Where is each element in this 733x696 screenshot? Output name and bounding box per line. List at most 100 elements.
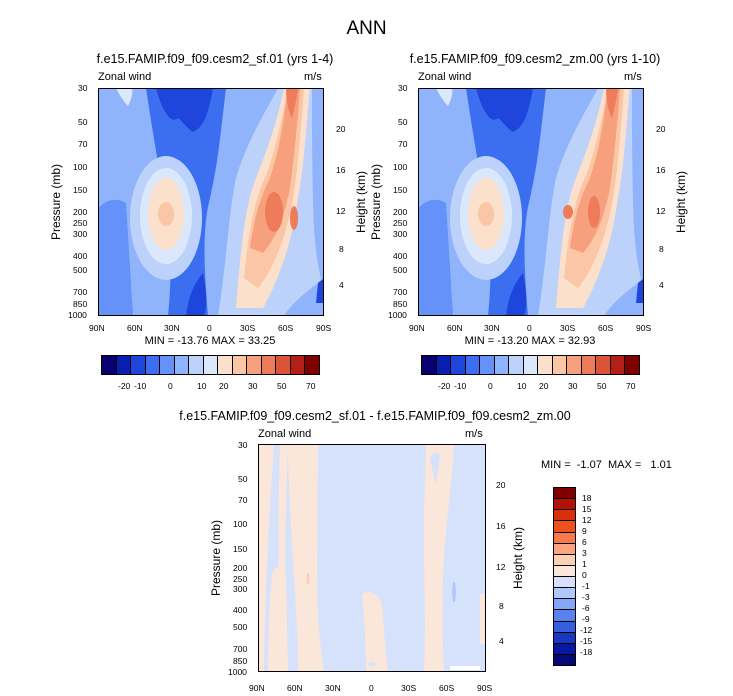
colorbar	[101, 355, 320, 375]
panel-title: f.e15.FAMIP.f09_f09.cesm2_sf.01 (yrs 1-4…	[96, 52, 334, 66]
colorbar-cell	[508, 355, 524, 375]
x-tick: 0	[369, 683, 374, 693]
colorbar-cell	[202, 355, 219, 375]
contour-field	[418, 88, 644, 316]
colorbar-label: -3	[582, 592, 590, 602]
colorbar-label: 0	[582, 570, 587, 580]
y2-tick: 16	[496, 521, 506, 531]
x-tick: 30N	[164, 323, 180, 333]
min-max-stats: MIN = -1.07 MAX = 1.01	[541, 459, 672, 471]
colorbar-cell	[421, 355, 437, 375]
colorbar-cell	[289, 355, 306, 375]
y-tick: 700	[73, 287, 88, 297]
colorbar-label: -20	[438, 381, 451, 391]
colorbar-label: -20	[118, 381, 131, 391]
colorbar-label: 30	[248, 381, 258, 391]
y2-tick: 12	[496, 562, 506, 572]
colorbar-label: 0	[488, 381, 493, 391]
x-tick: 0	[207, 323, 212, 333]
colorbar-cell	[275, 355, 291, 375]
y2-tick: 16	[336, 165, 346, 175]
colorbar-cell	[260, 355, 277, 375]
colorbar-label: 15	[582, 504, 592, 514]
figure-title: ANN	[346, 18, 387, 39]
y-tick: 100	[233, 519, 248, 529]
y-axis-label: Pressure (mb)	[369, 163, 383, 241]
colorbar-label: 0	[168, 381, 173, 391]
colorbar	[421, 355, 640, 375]
colorbar-cell	[304, 355, 320, 375]
colorbar-label: -12	[580, 625, 593, 635]
plot-frame	[418, 88, 644, 316]
colorbar-cell	[450, 355, 466, 375]
colorbar-label: -10	[134, 381, 147, 391]
colorbar-label: 30	[568, 381, 578, 391]
y-tick: 200	[393, 207, 408, 217]
y-tick: 300	[73, 229, 88, 239]
colorbar-label: -10	[454, 381, 467, 391]
colorbar-label: 18	[582, 493, 592, 503]
y2-axis-label: Height (km)	[674, 170, 688, 234]
colorbar-cell	[609, 355, 626, 375]
colorbar-label: 6	[582, 537, 587, 547]
y-tick: 150	[393, 185, 408, 195]
y-tick: 50	[78, 117, 88, 127]
y-tick: 30	[78, 83, 88, 93]
y-tick: 850	[393, 299, 408, 309]
colorbar-cell	[566, 355, 582, 375]
colorbar-cell	[173, 355, 190, 375]
y-tick: 150	[73, 185, 88, 195]
y-tick: 50	[398, 117, 408, 127]
y-tick: 30	[398, 83, 408, 93]
y-tick: 1000	[388, 310, 407, 320]
colorbar-cell	[464, 355, 481, 375]
x-tick: 30N	[325, 683, 341, 693]
x-tick: 90S	[636, 323, 652, 333]
y-tick: 250	[393, 218, 408, 228]
colorbar	[553, 487, 576, 666]
y2-axis-label: Height (km)	[511, 526, 525, 590]
colorbar-cell	[115, 355, 132, 375]
y-tick: 100	[73, 162, 88, 172]
y-tick: 70	[78, 139, 88, 149]
y-tick: 400	[393, 251, 408, 261]
y2-tick: 4	[659, 280, 664, 290]
y-tick: 300	[233, 584, 248, 594]
y-tick: 200	[233, 563, 248, 573]
y-tick: 70	[398, 139, 408, 149]
y-tick: 500	[233, 622, 248, 632]
colorbar-cell	[522, 355, 539, 375]
colorbar-cell	[479, 355, 495, 375]
colorbar-cell	[231, 355, 248, 375]
x-tick: 90N	[89, 323, 105, 333]
contour-plot	[418, 88, 644, 316]
y-tick: 400	[233, 605, 248, 615]
panel-title: f.e15.FAMIP.f09_f09.cesm2_sf.01 - f.e15.…	[179, 409, 571, 423]
colorbar-cell	[101, 355, 117, 375]
y-axis-label: Pressure (mb)	[209, 519, 223, 597]
x-tick: 30S	[560, 323, 576, 333]
x-tick: 60N	[287, 683, 303, 693]
colorbar-cell	[553, 653, 576, 666]
y-tick: 300	[393, 229, 408, 239]
colorbar-cell	[130, 355, 146, 375]
x-tick: 60S	[598, 323, 614, 333]
plot-frame	[98, 88, 324, 316]
colorbar-cell	[188, 355, 204, 375]
panel-title: f.e15.FAMIP.f09_f09.cesm2_zm.00 (yrs 1-1…	[409, 52, 661, 66]
y-tick: 700	[233, 644, 248, 654]
colorbar-label: 50	[277, 381, 287, 391]
min-max-stats: MIN = -13.76 MAX = 33.25	[144, 335, 276, 347]
y2-tick: 8	[339, 244, 344, 254]
colorbar-label: -15	[580, 636, 593, 646]
y2-tick: 8	[499, 601, 504, 611]
colorbar-label: -18	[580, 647, 593, 657]
y-tick: 50	[238, 474, 248, 484]
colorbar-label: -6	[582, 603, 590, 613]
units-label: m/s	[624, 71, 642, 83]
y-tick: 250	[73, 218, 88, 228]
y-tick: 1000	[68, 310, 87, 320]
y-tick: 200	[73, 207, 88, 217]
y-tick: 100	[393, 162, 408, 172]
y-tick: 850	[233, 656, 248, 666]
